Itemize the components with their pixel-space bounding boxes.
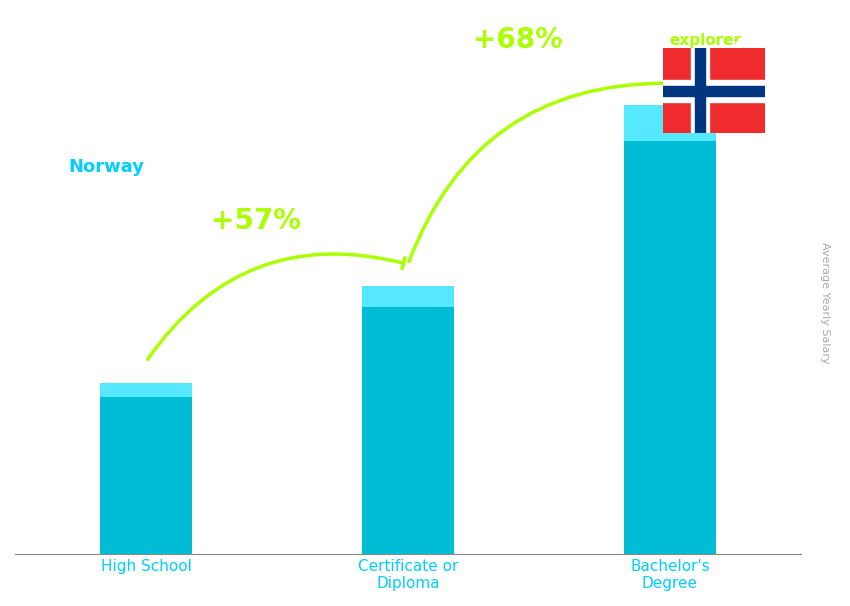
- Text: 179,000 NOK: 179,000 NOK: [358, 255, 458, 270]
- Text: explorer: explorer: [670, 33, 742, 48]
- Text: .com: .com: [734, 33, 774, 48]
- Text: salary: salary: [612, 33, 665, 48]
- Bar: [100, 383, 192, 397]
- Bar: [624, 105, 716, 141]
- Text: 114,000 NOK: 114,000 NOK: [95, 352, 196, 367]
- Bar: [663, 85, 765, 96]
- Bar: [362, 286, 454, 307]
- Bar: [362, 286, 454, 554]
- Text: Average Yearly Salary: Average Yearly Salary: [819, 242, 830, 364]
- Text: 300,000 NOK: 300,000 NOK: [620, 73, 721, 88]
- Bar: [663, 80, 765, 101]
- Bar: [695, 48, 705, 133]
- Text: +57%: +57%: [211, 207, 301, 235]
- Text: Norway: Norway: [68, 158, 144, 176]
- Text: Electrical Draftsman: Electrical Draftsman: [68, 103, 266, 122]
- Text: +68%: +68%: [473, 26, 563, 54]
- Text: Salary Comparison By Education: Salary Comparison By Education: [68, 42, 625, 72]
- Bar: [691, 48, 710, 133]
- Bar: [100, 383, 192, 554]
- Bar: [624, 105, 716, 554]
